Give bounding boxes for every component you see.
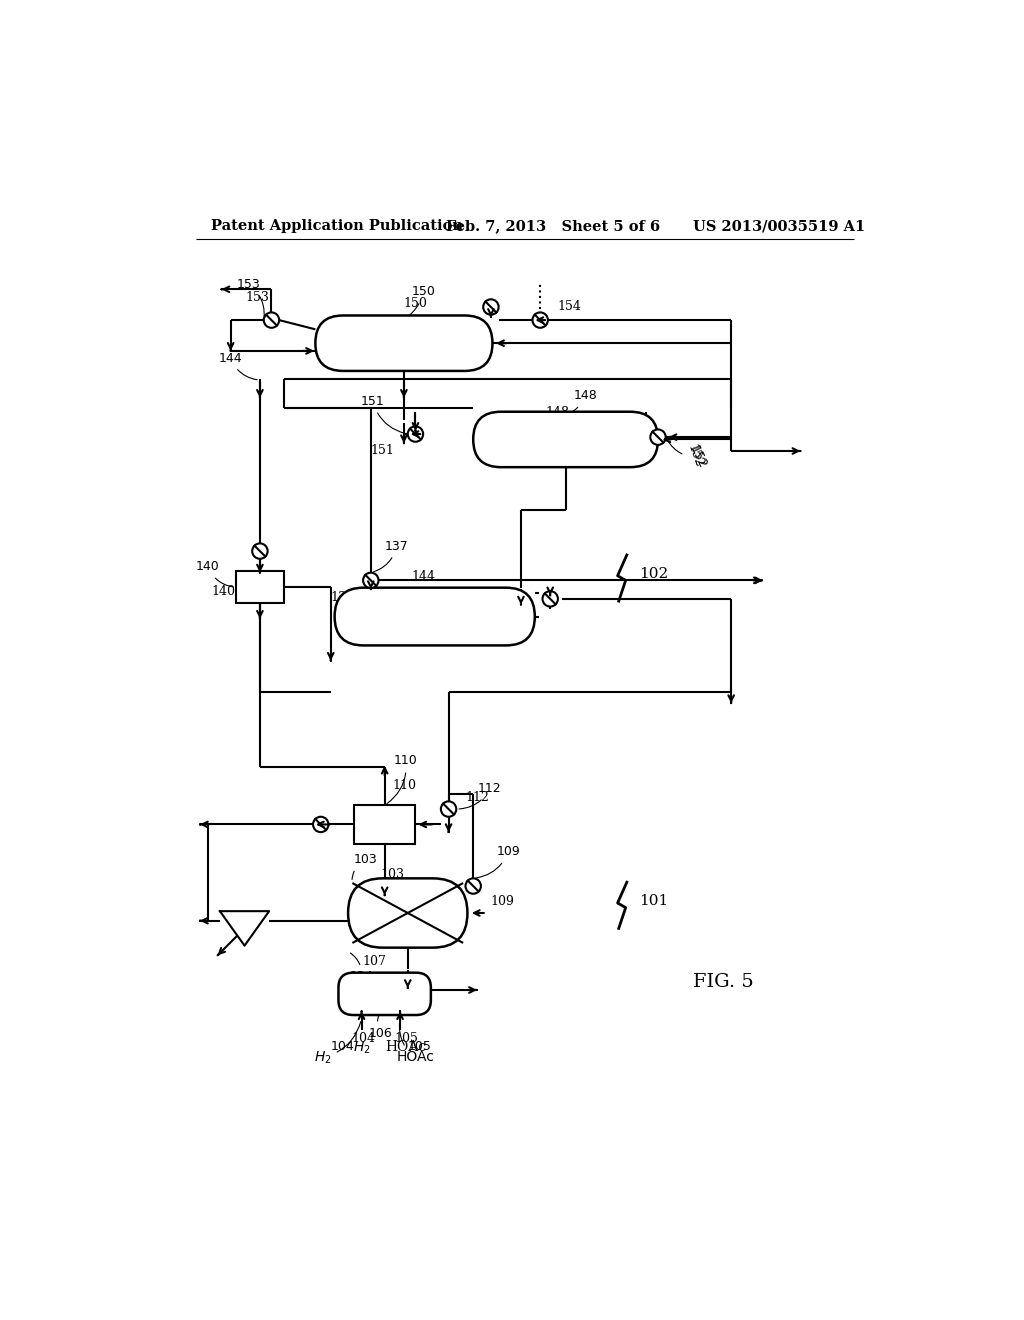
- Text: 107: 107: [362, 954, 386, 968]
- Text: 151: 151: [370, 445, 394, 458]
- FancyBboxPatch shape: [473, 412, 658, 467]
- FancyBboxPatch shape: [339, 973, 431, 1015]
- Text: HOAc: HOAc: [386, 1040, 427, 1055]
- Circle shape: [532, 313, 548, 327]
- Text: 107: 107: [349, 973, 374, 1003]
- Text: 151: 151: [360, 395, 406, 433]
- Circle shape: [543, 591, 558, 607]
- Text: 102: 102: [639, 568, 668, 581]
- Text: HOAc: HOAc: [396, 1022, 434, 1064]
- Text: 144: 144: [219, 351, 257, 380]
- Bar: [237, 572, 284, 603]
- FancyBboxPatch shape: [335, 587, 535, 645]
- Text: 150: 150: [407, 285, 435, 318]
- Text: 148: 148: [546, 407, 570, 418]
- Text: 109: 109: [490, 895, 514, 908]
- Circle shape: [364, 573, 379, 589]
- Text: 137: 137: [330, 591, 354, 603]
- Text: 110: 110: [387, 755, 418, 804]
- Circle shape: [483, 300, 499, 314]
- Bar: [354, 805, 416, 843]
- Text: 154: 154: [557, 300, 581, 313]
- Text: 112: 112: [466, 791, 489, 804]
- Text: 150: 150: [403, 297, 427, 310]
- Text: 101: 101: [639, 895, 668, 908]
- Text: FIG. 5: FIG. 5: [692, 973, 754, 991]
- Text: $H_2$: $H_2$: [314, 1022, 360, 1065]
- Text: 153: 153: [246, 290, 269, 304]
- Text: 105: 105: [394, 1032, 418, 1044]
- Text: 106: 106: [373, 983, 396, 997]
- Text: 110: 110: [392, 779, 417, 792]
- Text: 148: 148: [568, 389, 597, 414]
- Circle shape: [252, 544, 267, 558]
- Circle shape: [466, 878, 481, 894]
- Polygon shape: [220, 911, 269, 945]
- Text: 134: 134: [350, 953, 374, 983]
- Text: 103: 103: [352, 853, 378, 879]
- Text: 144: 144: [412, 570, 435, 583]
- Text: 112: 112: [459, 783, 502, 809]
- Text: 140: 140: [211, 585, 236, 598]
- Text: 140: 140: [197, 561, 233, 587]
- Text: 104: 104: [351, 1032, 375, 1044]
- Text: 103: 103: [381, 869, 404, 880]
- Text: 152: 152: [667, 440, 709, 471]
- Text: 137: 137: [374, 540, 409, 572]
- FancyBboxPatch shape: [315, 315, 493, 371]
- Circle shape: [264, 313, 280, 327]
- Text: 153: 153: [237, 277, 264, 317]
- Text: 152: 152: [685, 444, 706, 470]
- Circle shape: [441, 801, 457, 817]
- Text: 106: 106: [369, 1014, 392, 1040]
- Text: US 2013/0035519 A1: US 2013/0035519 A1: [692, 219, 865, 234]
- Text: $H_2$: $H_2$: [352, 1039, 371, 1056]
- Text: 105: 105: [401, 1022, 431, 1052]
- Circle shape: [408, 426, 423, 442]
- Text: 109: 109: [476, 845, 520, 878]
- Text: Feb. 7, 2013   Sheet 5 of 6: Feb. 7, 2013 Sheet 5 of 6: [446, 219, 660, 234]
- Circle shape: [650, 429, 666, 445]
- Circle shape: [313, 817, 329, 832]
- Text: Patent Application Publication: Patent Application Publication: [211, 219, 464, 234]
- Text: 104: 104: [331, 1022, 360, 1052]
- FancyBboxPatch shape: [348, 878, 467, 948]
